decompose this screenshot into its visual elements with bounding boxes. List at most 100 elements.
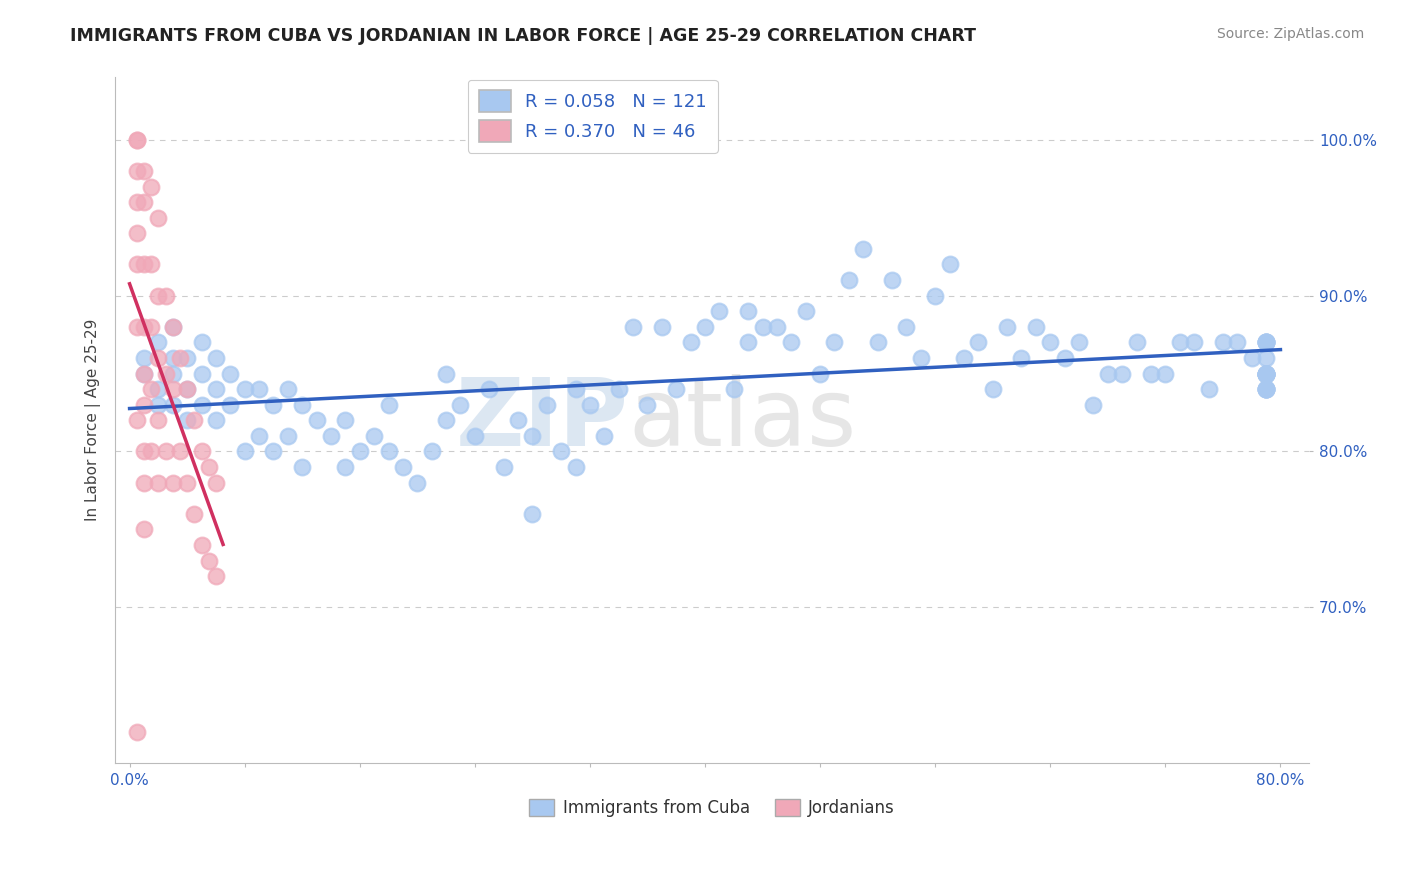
Point bbox=[125, 319, 148, 334]
Point bbox=[155, 444, 177, 458]
Point bbox=[1198, 382, 1220, 396]
Point bbox=[125, 725, 148, 739]
Point bbox=[550, 444, 572, 458]
Point bbox=[1212, 335, 1234, 350]
Point bbox=[506, 413, 529, 427]
Point bbox=[1226, 335, 1249, 350]
Point bbox=[262, 398, 284, 412]
Point bbox=[780, 335, 803, 350]
Point bbox=[522, 429, 544, 443]
Point bbox=[262, 444, 284, 458]
Point bbox=[536, 398, 558, 412]
Text: atlas: atlas bbox=[628, 375, 856, 467]
Point bbox=[564, 460, 586, 475]
Point bbox=[233, 382, 256, 396]
Point bbox=[319, 429, 342, 443]
Point bbox=[1083, 398, 1105, 412]
Point bbox=[363, 429, 385, 443]
Point bbox=[522, 507, 544, 521]
Point bbox=[125, 257, 148, 271]
Point bbox=[938, 257, 960, 271]
Point bbox=[593, 429, 616, 443]
Point bbox=[183, 507, 205, 521]
Point bbox=[910, 351, 932, 365]
Point bbox=[132, 195, 155, 210]
Point bbox=[1254, 382, 1277, 396]
Legend: Immigrants from Cuba, Jordanians: Immigrants from Cuba, Jordanians bbox=[523, 792, 901, 823]
Point bbox=[190, 367, 212, 381]
Point bbox=[1011, 351, 1033, 365]
Point bbox=[132, 351, 155, 365]
Point bbox=[183, 413, 205, 427]
Point bbox=[132, 475, 155, 490]
Point bbox=[132, 367, 155, 381]
Point bbox=[1154, 367, 1177, 381]
Point bbox=[377, 398, 399, 412]
Point bbox=[132, 367, 155, 381]
Point bbox=[125, 133, 148, 147]
Point bbox=[197, 553, 219, 567]
Point bbox=[637, 398, 659, 412]
Point bbox=[148, 413, 170, 427]
Point bbox=[1254, 335, 1277, 350]
Point bbox=[305, 413, 328, 427]
Point bbox=[1039, 335, 1062, 350]
Point bbox=[176, 382, 198, 396]
Point bbox=[176, 351, 198, 365]
Point bbox=[335, 413, 357, 427]
Point bbox=[866, 335, 889, 350]
Point bbox=[247, 429, 270, 443]
Point bbox=[169, 444, 191, 458]
Point bbox=[953, 351, 976, 365]
Point bbox=[1140, 367, 1163, 381]
Point bbox=[1254, 351, 1277, 365]
Point bbox=[291, 460, 314, 475]
Point bbox=[995, 319, 1018, 334]
Point bbox=[880, 273, 903, 287]
Point bbox=[420, 444, 443, 458]
Point bbox=[132, 257, 155, 271]
Point bbox=[1254, 367, 1277, 381]
Point bbox=[766, 319, 789, 334]
Point bbox=[1254, 382, 1277, 396]
Point bbox=[1254, 382, 1277, 396]
Point bbox=[751, 319, 773, 334]
Point bbox=[291, 398, 314, 412]
Point bbox=[148, 475, 170, 490]
Point bbox=[723, 382, 745, 396]
Text: ZIP: ZIP bbox=[456, 375, 628, 467]
Point bbox=[155, 367, 177, 381]
Point bbox=[205, 569, 228, 583]
Point bbox=[679, 335, 702, 350]
Point bbox=[162, 382, 184, 396]
Point bbox=[924, 288, 946, 302]
Point bbox=[1182, 335, 1205, 350]
Point bbox=[190, 538, 212, 552]
Point bbox=[141, 444, 163, 458]
Point bbox=[125, 227, 148, 241]
Point bbox=[1240, 351, 1263, 365]
Point bbox=[377, 444, 399, 458]
Point bbox=[132, 164, 155, 178]
Point bbox=[1254, 335, 1277, 350]
Point bbox=[737, 335, 759, 350]
Point bbox=[464, 429, 486, 443]
Point bbox=[1254, 382, 1277, 396]
Point bbox=[693, 319, 716, 334]
Point bbox=[434, 413, 457, 427]
Point bbox=[219, 367, 242, 381]
Point bbox=[1025, 319, 1047, 334]
Point bbox=[579, 398, 602, 412]
Point bbox=[197, 460, 219, 475]
Point bbox=[148, 335, 170, 350]
Point bbox=[190, 335, 212, 350]
Point bbox=[125, 195, 148, 210]
Point bbox=[449, 398, 471, 412]
Point bbox=[132, 444, 155, 458]
Point bbox=[1125, 335, 1147, 350]
Point bbox=[1254, 367, 1277, 381]
Point bbox=[125, 164, 148, 178]
Point bbox=[392, 460, 415, 475]
Point bbox=[1254, 367, 1277, 381]
Point bbox=[205, 351, 228, 365]
